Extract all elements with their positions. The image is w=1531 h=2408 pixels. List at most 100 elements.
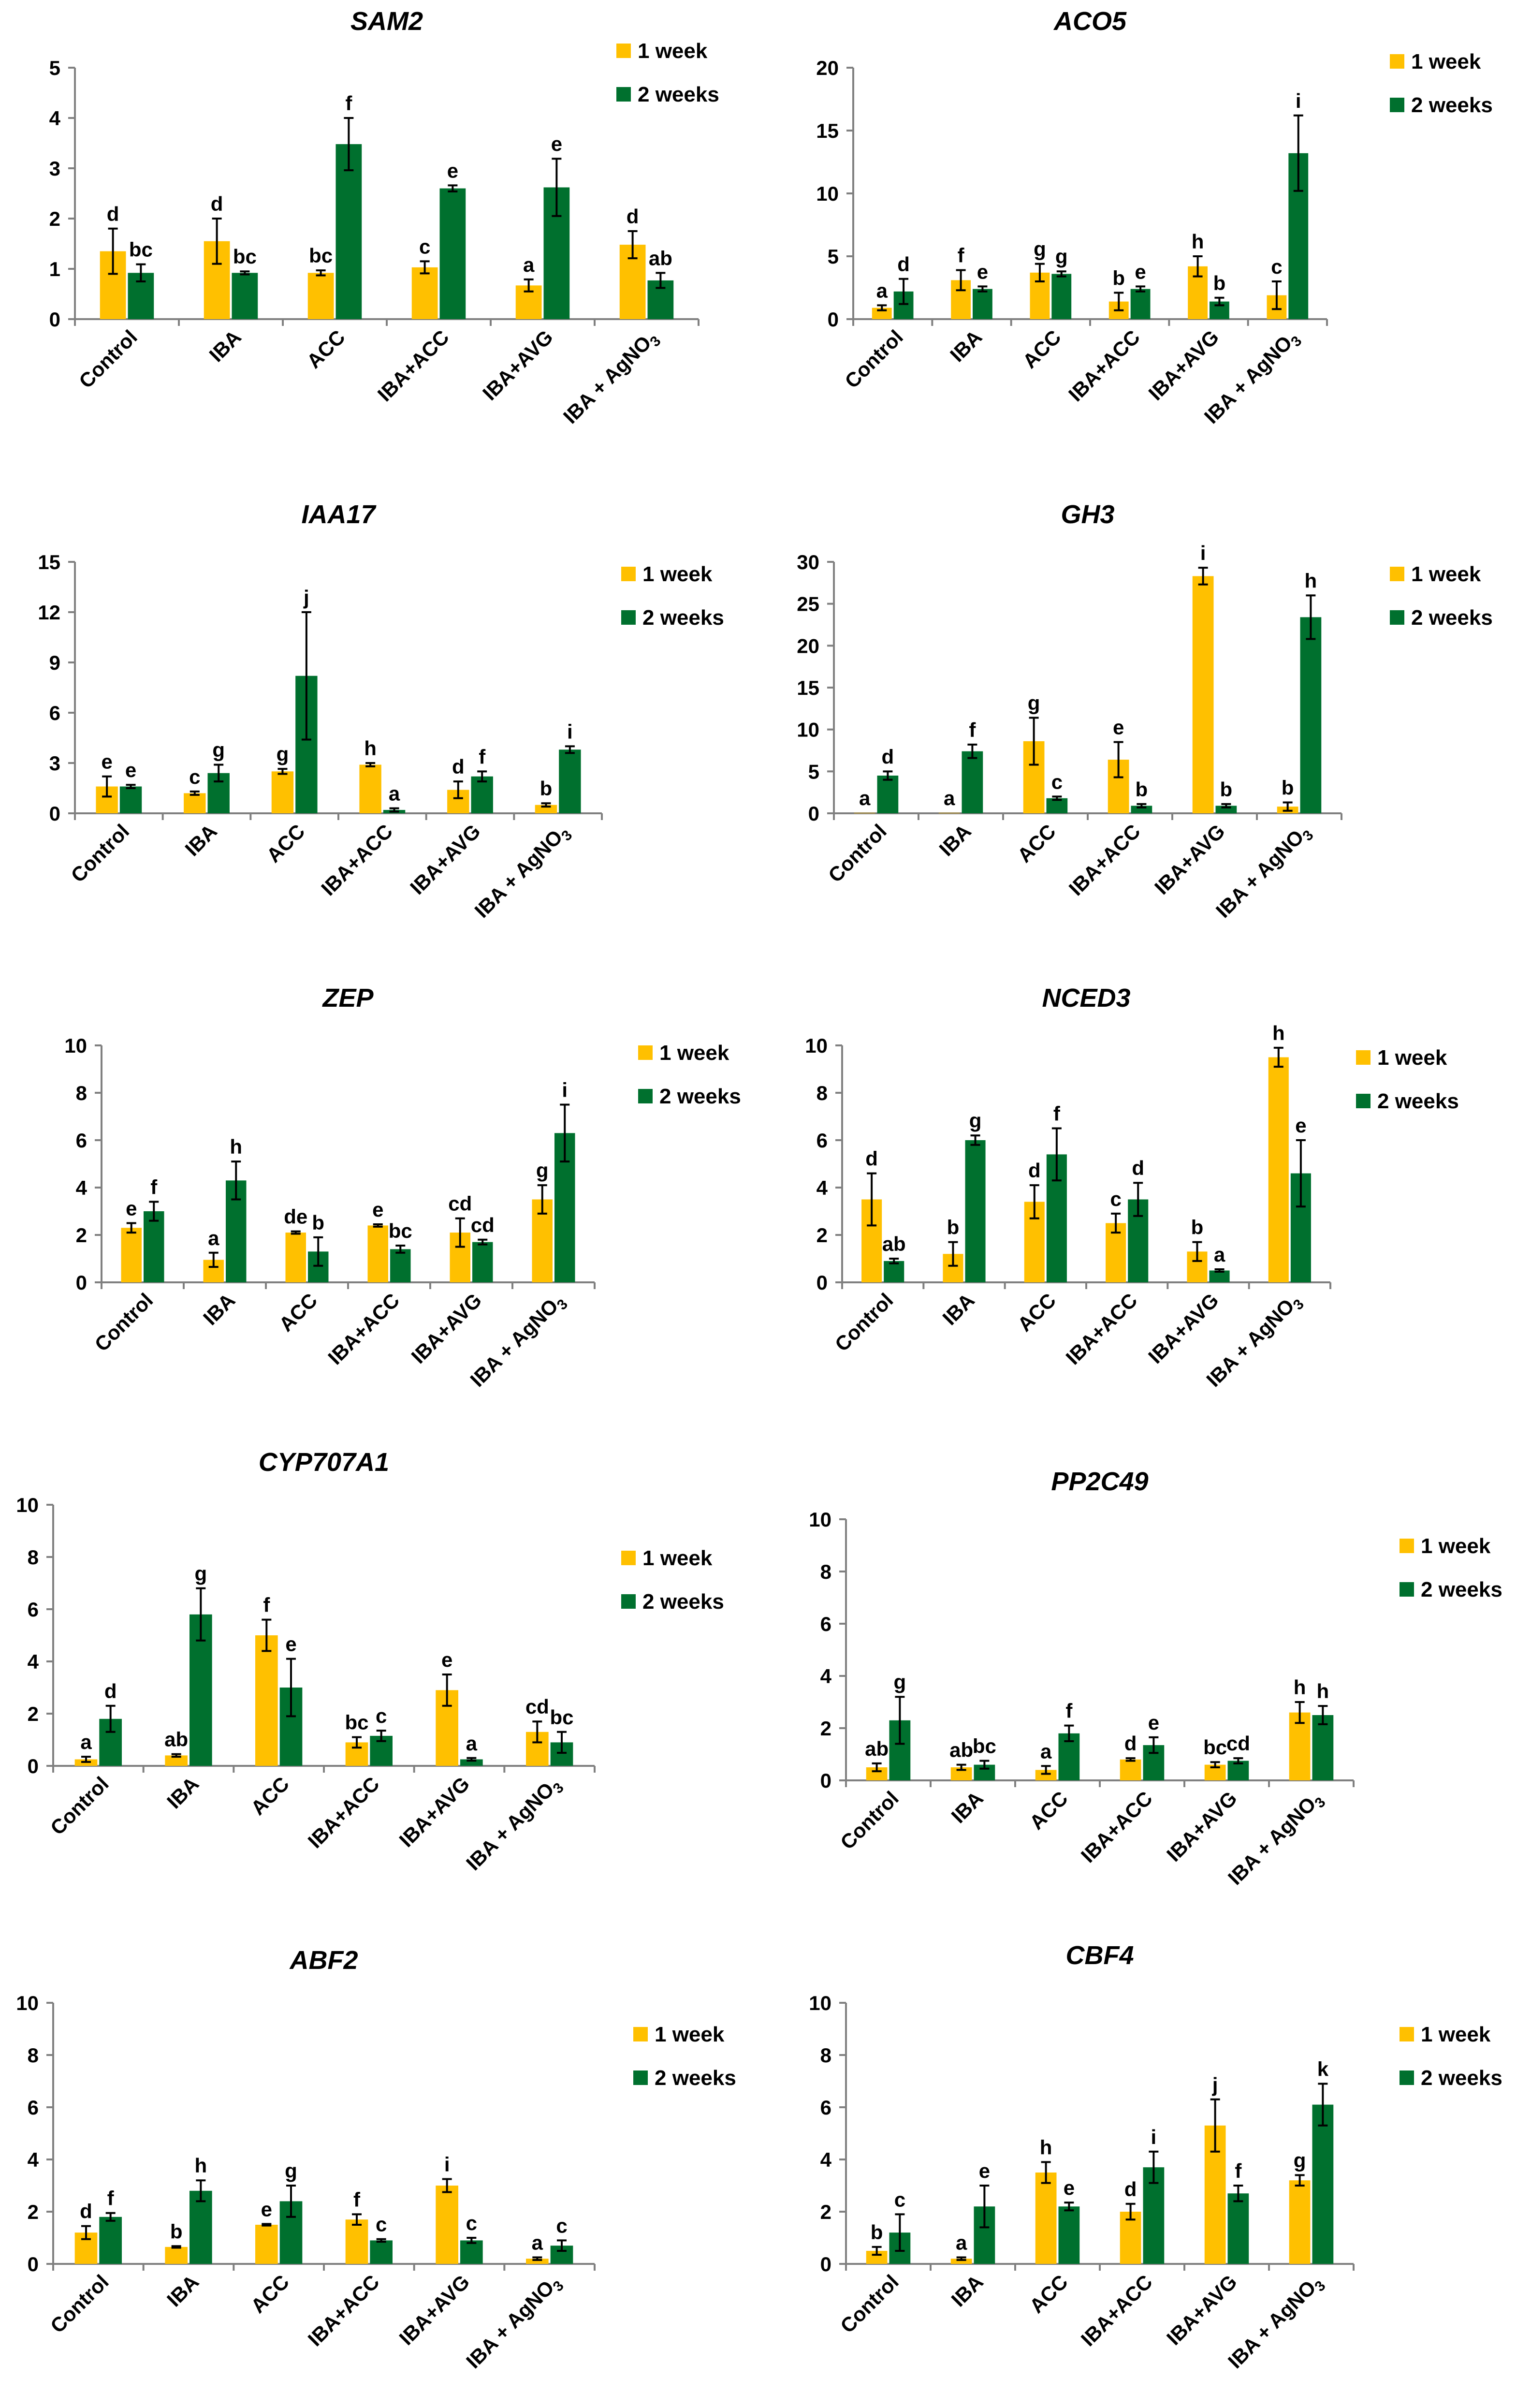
- y-tick-label: 10: [809, 1992, 831, 2014]
- legend-label-week1: 1 week: [642, 1546, 713, 1570]
- legend-label-week2: 2 weeks: [642, 606, 724, 630]
- significance-label: i: [567, 720, 573, 743]
- legend: 1 week 2 weeks: [621, 1546, 724, 1614]
- bar-week2: [335, 144, 362, 319]
- significance-label: e: [1148, 1711, 1159, 1734]
- category-label: IBA: [934, 820, 975, 860]
- significance-label: b: [1282, 776, 1294, 799]
- significance-label: bc: [550, 1706, 573, 1729]
- significance-label: h: [364, 737, 377, 760]
- y-tick-label: 4: [76, 1176, 87, 1199]
- significance-label: e: [1295, 1114, 1306, 1137]
- significance-label: d: [104, 1680, 117, 1703]
- y-tick-label: 15: [797, 676, 819, 699]
- category-label: IBA: [199, 1289, 239, 1329]
- significance-label: k: [1317, 2057, 1329, 2080]
- y-tick-label: 0: [817, 1271, 828, 1294]
- significance-label: j: [1212, 2073, 1218, 2096]
- significance-label: g: [195, 1562, 207, 1585]
- significance-label: c: [1271, 255, 1282, 278]
- legend: 1 week 2 weeks: [1400, 1534, 1502, 1601]
- y-tick-label: 0: [808, 802, 819, 825]
- y-tick-label: 6: [820, 2096, 831, 2119]
- significance-label: d: [865, 1147, 878, 1170]
- significance-label: e: [977, 260, 988, 283]
- y-tick-label: 3: [49, 157, 60, 180]
- y-tick-label: 2: [28, 2201, 39, 2223]
- significance-label: b: [1220, 778, 1233, 801]
- significance-label: d: [897, 253, 910, 276]
- y-tick-label: 8: [817, 1082, 828, 1104]
- significance-label: e: [979, 2159, 990, 2182]
- bar-week2: [965, 1140, 986, 1282]
- y-tick-label: 10: [805, 1034, 828, 1057]
- legend-swatch-week2: [621, 1594, 636, 1609]
- significance-label: ab: [882, 1233, 906, 1255]
- y-tick-label: 2: [28, 1703, 39, 1725]
- category-label: IBA+AVG: [406, 820, 485, 899]
- significance-label: d: [80, 2200, 92, 2223]
- y-tick-label: 8: [76, 1082, 87, 1104]
- bar-week2: [390, 1249, 411, 1282]
- legend-swatch-week2: [1356, 1094, 1371, 1108]
- significance-label: i: [444, 2153, 450, 2176]
- y-tick-label: 4: [820, 1665, 832, 1688]
- significance-label: h: [1294, 1676, 1306, 1699]
- legend-swatch-week1: [633, 2027, 648, 2041]
- y-tick-label: 2: [820, 2201, 831, 2223]
- y-tick-label: 10: [797, 719, 819, 741]
- legend: 1 week 2 weeks: [1390, 562, 1493, 630]
- legend-label-week2: 2 weeks: [1377, 1089, 1459, 1113]
- y-tick-label: 6: [820, 1613, 831, 1635]
- bar-week2: [1300, 617, 1322, 813]
- y-tick-label: 2: [817, 1224, 828, 1247]
- significance-label: i: [1200, 542, 1206, 564]
- y-tick-label: 0: [28, 1755, 39, 1777]
- y-tick-label: 8: [820, 1560, 831, 1583]
- category-label: IBA + AgNO3: [470, 820, 576, 925]
- legend: 1 week 2 weeks: [638, 1041, 741, 1108]
- significance-label: f: [107, 2187, 115, 2210]
- category-label: IBA + AgNO3: [462, 2270, 567, 2376]
- legend-label-week1: 1 week: [1411, 50, 1481, 73]
- y-tick-label: 20: [797, 634, 819, 657]
- significance-label: g: [536, 1159, 549, 1182]
- y-tick-label: 5: [49, 57, 60, 79]
- legend-swatch-week1: [1356, 1050, 1371, 1065]
- significance-label: bc: [309, 244, 333, 267]
- category-label: ACC: [246, 2270, 293, 2318]
- significance-label: a: [523, 253, 535, 276]
- chart-title: ACO5: [1053, 7, 1127, 36]
- bar-week1: [1120, 1759, 1141, 1780]
- significance-label: f: [479, 745, 486, 768]
- bar-week2: [370, 2240, 393, 2264]
- category-label: Control: [836, 2270, 903, 2337]
- bar-week1: [255, 2225, 278, 2264]
- legend-swatch-week2: [638, 1089, 653, 1103]
- chart-title: NCED3: [1042, 984, 1130, 1013]
- category-label: IBA+ACC: [317, 820, 397, 900]
- significance-label: c: [376, 2213, 387, 2236]
- y-tick-label: 0: [28, 2253, 39, 2276]
- legend: 1 week 2 weeks: [1356, 1046, 1459, 1113]
- significance-label: ab: [164, 1728, 188, 1751]
- significance-label: g: [1055, 245, 1068, 268]
- bar-week1: [285, 1233, 306, 1282]
- chart-title: PP2C49: [1051, 1467, 1148, 1496]
- y-tick-label: 30: [797, 551, 819, 573]
- bar-week1: [526, 2259, 549, 2264]
- legend-label-week1: 1 week: [1411, 562, 1481, 586]
- legend-label-week2: 2 weeks: [659, 1085, 741, 1108]
- chart-title: ZEP: [321, 984, 374, 1013]
- bar-week1: [1268, 1057, 1289, 1282]
- bar-week1: [345, 2219, 368, 2264]
- legend-swatch-week1: [638, 1045, 653, 1060]
- significance-label: b: [947, 1216, 960, 1239]
- bar-week2: [439, 188, 466, 319]
- significance-label: c: [466, 2212, 477, 2234]
- significance-label: ab: [865, 1737, 889, 1760]
- significance-label: g: [894, 1671, 906, 1693]
- category-label: IBA + AgNO3: [559, 325, 664, 431]
